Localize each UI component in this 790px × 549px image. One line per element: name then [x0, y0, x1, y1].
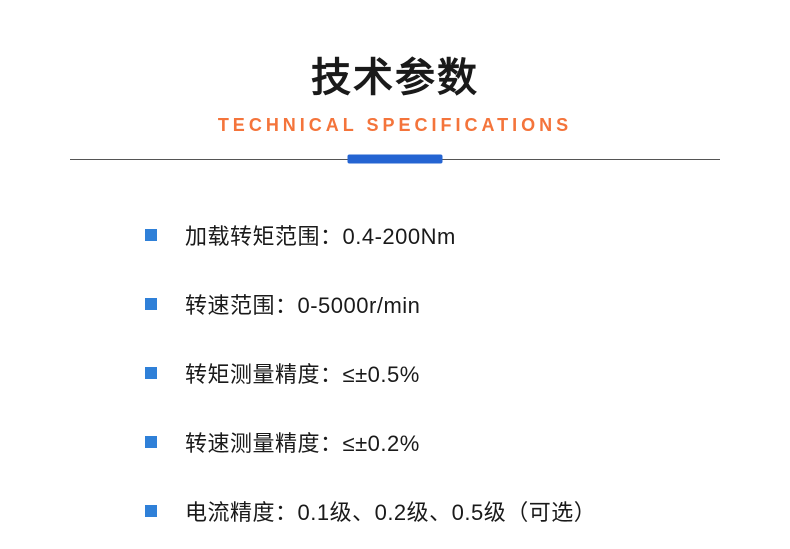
square-bullet-icon: [145, 367, 157, 379]
divider-accent: [348, 155, 443, 164]
main-title: 技术参数: [70, 45, 720, 103]
spec-item: 加载转矩范围：0.4-200Nm: [145, 219, 720, 251]
square-bullet-icon: [145, 298, 157, 310]
spec-text: 电流精度：0.1级、0.2级、0.5级（可选）: [185, 495, 596, 527]
sub-title: TECHNICAL SPECIFICATIONS: [70, 115, 720, 136]
spec-text: 转矩测量精度：≤±0.5%: [185, 357, 420, 389]
spec-item: 转速测量精度：≤±0.2%: [145, 426, 720, 458]
square-bullet-icon: [145, 229, 157, 241]
spec-text: 转速范围：0-5000r/min: [185, 288, 420, 320]
divider: [70, 154, 720, 164]
spec-text: 转速测量精度：≤±0.2%: [185, 426, 420, 458]
content-container: 技术参数 TECHNICAL SPECIFICATIONS 加载转矩范围：0.4…: [0, 0, 790, 527]
spec-item: 转速范围：0-5000r/min: [145, 288, 720, 320]
spec-list: 加载转矩范围：0.4-200Nm 转速范围：0-5000r/min 转矩测量精度…: [70, 219, 720, 527]
spec-text: 加载转矩范围：0.4-200Nm: [185, 219, 456, 251]
square-bullet-icon: [145, 505, 157, 517]
spec-item: 电流精度：0.1级、0.2级、0.5级（可选）: [145, 495, 720, 527]
square-bullet-icon: [145, 436, 157, 448]
spec-item: 转矩测量精度：≤±0.5%: [145, 357, 720, 389]
